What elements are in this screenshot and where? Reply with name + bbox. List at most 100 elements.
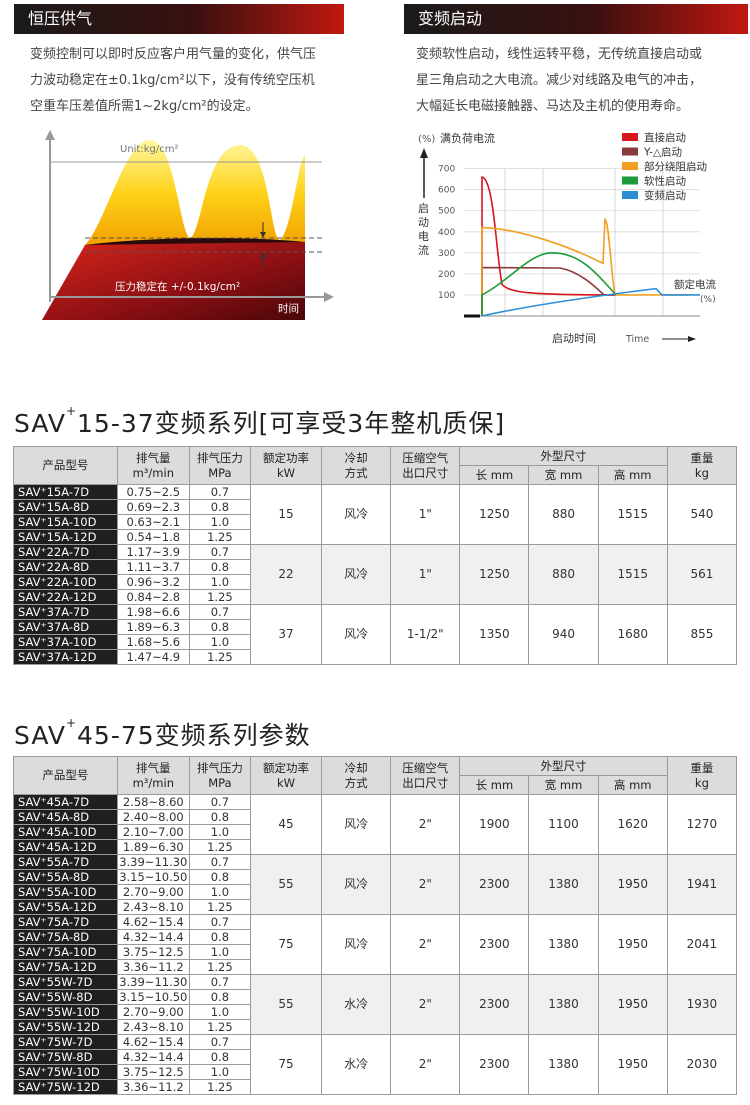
legend-swatch xyxy=(622,176,638,185)
flow-cell: 0.84~2.8 xyxy=(116,589,190,605)
flow-cell: 1.89~6.3 xyxy=(116,619,190,635)
legend-swatch xyxy=(622,147,638,156)
table-row: SAV⁺22A-12D 0.84~2.8 1.25 xyxy=(13,589,737,605)
flow-cell: 4.62~15.4 xyxy=(116,914,190,930)
unit-label: Unit:kg/cm² xyxy=(120,144,178,155)
power-cell: 22 xyxy=(249,544,323,605)
section2-header: 变频启动 xyxy=(404,4,748,34)
table-subheader-row: 长 mm 宽 mm 高 mm xyxy=(14,465,737,485)
length-cell: 2300 xyxy=(459,974,530,1035)
table-row: SAV⁺45A-7D 2.58~8.60 0.7 45 风冷 2" 1900 1100 1620… xyxy=(13,794,738,855)
header-model: 产品型号 xyxy=(13,756,118,795)
pressure-cell: 0.8 xyxy=(188,929,251,945)
legend-label: 部分绕阻启动 xyxy=(644,160,707,173)
flow-cell: 1.11~3.7 xyxy=(116,559,190,575)
header-length: 长 mm xyxy=(459,465,530,485)
width-cell: 1380 xyxy=(528,1034,599,1095)
pressure-cell: 1.0 xyxy=(188,1004,251,1020)
weight-cell: 855 xyxy=(666,604,738,665)
header-height: 高 mm xyxy=(597,775,668,795)
outlet-cell: 2" xyxy=(390,1034,461,1095)
header-power: 额定功率 kW xyxy=(249,446,323,485)
flow-cell: 2.70~9.00 xyxy=(116,1004,190,1020)
flow-cell: 1.68~5.6 xyxy=(116,634,190,650)
chart-ylabel: 启 动 电 流 xyxy=(418,202,429,257)
flow-cell: 3.75~12.5 xyxy=(116,1064,190,1080)
flow-cell: 0.75~2.5 xyxy=(116,484,190,500)
table1-title: SAV+15-37变频系列[可享受3年整机质保] xyxy=(14,404,505,440)
flow-cell: 3.15~10.50 xyxy=(116,869,190,885)
model-cell: SAV⁺75W-8D xyxy=(13,1049,118,1065)
chart-right-unit: (%) xyxy=(700,295,716,305)
power-cell: 45 xyxy=(249,794,323,855)
pressure-cell: 0.7 xyxy=(188,544,251,560)
series-line-4 xyxy=(481,252,617,316)
y-tick-label: 600 xyxy=(438,186,455,196)
table-header-row: 产品型号 排气量 m³/min 排气压力 MPa 额定功率 kW 冷却 方式 压缩空气 出口尺寸 外型… xyxy=(13,756,738,795)
header-weight: 重量 kg xyxy=(666,446,738,485)
series-line-3 xyxy=(481,217,689,316)
model-cell: SAV⁺55W-7D xyxy=(13,974,118,990)
table-row: SAV⁺37A-7D 1.98~6.6 0.7 37 风冷 1-1/2" 1350 940 16… xyxy=(13,604,738,665)
pressure-cell: 0.8 xyxy=(188,989,251,1005)
height-cell: 1515 xyxy=(597,544,668,605)
pressure-cell: 0.7 xyxy=(188,1034,251,1050)
model-cell: SAV⁺75A-7D xyxy=(13,914,118,930)
cooling-cell: 风冷 xyxy=(321,914,392,975)
time-label: 时间 xyxy=(278,302,299,315)
section1-header: 恒压供气 xyxy=(14,4,344,34)
table2-title-pre: SAV xyxy=(14,721,66,750)
section2-text: 变频软性启动，线性运转平稳，无传统直接启动或 星三角启动之大电流。减少对线路及电… xyxy=(416,42,746,120)
flow-cell: 2.70~9.00 xyxy=(116,884,190,900)
flow-cell: 3.15~10.50 xyxy=(116,989,190,1005)
pressure-cell: 0.7 xyxy=(188,604,251,620)
model-cell: SAV⁺75W-10D xyxy=(13,1064,118,1080)
pressure-cell: 1.0 xyxy=(188,1064,251,1080)
pressure-cell: 1.25 xyxy=(188,1019,251,1035)
chart-right-label: 额定电流 xyxy=(674,278,716,291)
model-cell: SAV⁺55A-7D xyxy=(13,854,118,870)
model-cell: SAV⁺45A-7D xyxy=(13,794,118,810)
model-cell: SAV⁺22A-8D xyxy=(13,559,118,575)
length-cell: 2300 xyxy=(459,854,530,915)
table-row: SAV⁺15A-8D 0.69~2.3 0.8 xyxy=(13,499,737,515)
header-power: 额定功率 kW xyxy=(249,756,323,795)
pressure-cell: 0.8 xyxy=(188,869,251,885)
flow-cell: 3.36~11.2 xyxy=(116,959,190,975)
flow-cell: 3.75~12.5 xyxy=(116,944,190,960)
y-tick-label: 700 xyxy=(438,165,455,175)
section1-line-3: 空重车压差值所需1~2kg/cm²的设定。 xyxy=(30,99,259,114)
header-cooling: 冷却 方式 xyxy=(321,756,392,795)
flow-cell: 0.69~2.3 xyxy=(116,499,190,515)
model-cell: SAV⁺55A-8D xyxy=(13,869,118,885)
table-row: SAV⁺55A-10D 2.70~9.00 1.0 xyxy=(13,884,737,900)
flow-cell: 0.54~1.8 xyxy=(116,529,190,545)
flow-cell: 2.43~8.10 xyxy=(116,899,190,915)
height-cell: 1515 xyxy=(597,484,668,545)
header-model: 产品型号 xyxy=(13,446,118,485)
model-cell: SAV⁺55W-8D xyxy=(13,989,118,1005)
y-tick-label: 400 xyxy=(438,228,455,238)
cooling-cell: 风冷 xyxy=(321,544,392,605)
model-cell: SAV⁺15A-12D xyxy=(13,529,118,545)
cooling-cell: 风冷 xyxy=(321,604,392,665)
pressure-cell: 1.0 xyxy=(188,944,251,960)
legend-label: 软性启动 xyxy=(644,175,686,188)
header-width: 宽 mm xyxy=(528,775,599,795)
header-weight: 重量 kg xyxy=(666,756,738,795)
model-cell: SAV⁺45A-10D xyxy=(13,824,118,840)
stable-label: 压力稳定在 +/-0.1kg/cm² xyxy=(115,280,240,293)
legend-label: Y-△启动 xyxy=(643,146,682,159)
table-row: SAV⁺75W-7D 4.62~15.4 0.7 75 水冷 2" 2300 1380 1950… xyxy=(13,1034,738,1095)
section2-line-2: 星三角启动之大电流。减少对线路及电气的冲击， xyxy=(416,73,703,88)
length-cell: 1900 xyxy=(459,794,530,855)
table-row: SAV⁺22A-7D 1.17~3.9 0.7 22 风冷 1" 1250 880 1515 56… xyxy=(13,544,738,605)
pressure-cell: 1.25 xyxy=(188,959,251,975)
model-cell: SAV⁺22A-7D xyxy=(13,544,118,560)
pressure-cell: 0.7 xyxy=(188,794,251,810)
length-cell: 1350 xyxy=(459,604,530,665)
flow-cell: 3.36~11.2 xyxy=(116,1079,190,1095)
model-cell: SAV⁺15A-10D xyxy=(13,514,118,530)
header-dimensions: 外型尺寸 xyxy=(459,756,668,776)
weight-cell: 2030 xyxy=(666,1034,738,1095)
